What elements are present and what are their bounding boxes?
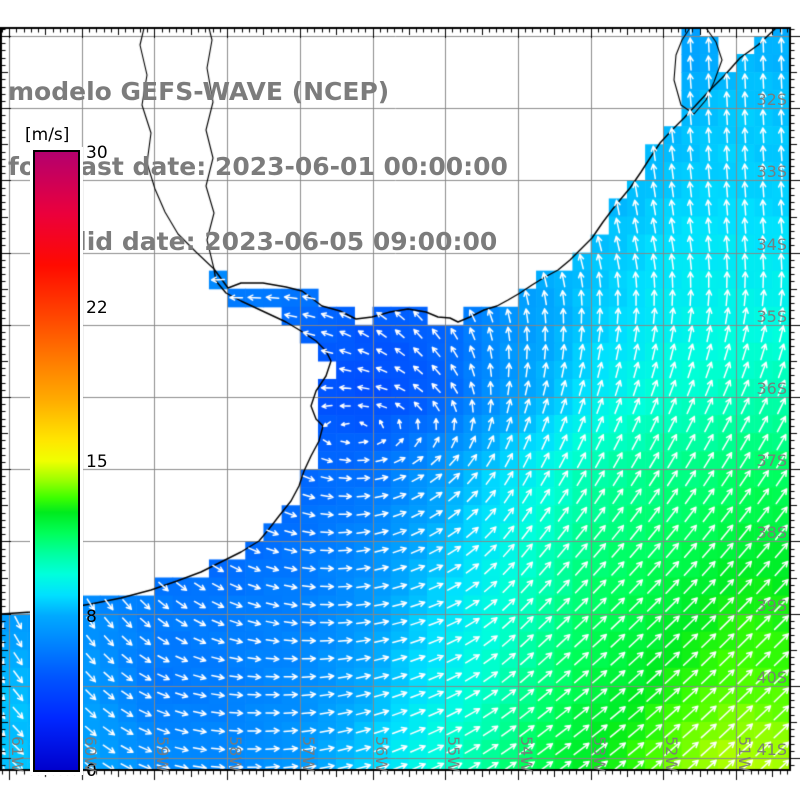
lon-label-52W: 52W — [662, 736, 682, 773]
lat-label-36S: 36S — [756, 379, 787, 398]
lon-label-54W: 54W — [516, 736, 536, 773]
colorbar-tick-8: 8 — [86, 606, 97, 627]
lat-label-37S: 37S — [756, 451, 787, 471]
lat-label-41S: 41S — [756, 740, 787, 759]
lon-label-61W: 61W — [8, 736, 27, 773]
colorbar-tick-30: 30 — [86, 143, 108, 163]
colorbar-gradient — [33, 150, 80, 772]
lon-label-57W: 57W — [298, 736, 318, 773]
colorbar-tick-15: 15 — [86, 452, 108, 472]
lon-label-51W: 51W — [735, 736, 754, 773]
lat-label-39S: 39S — [756, 595, 787, 615]
colorbar-tick-22: 22 — [86, 297, 108, 318]
lon-label-55W: 55W — [444, 736, 464, 773]
lon-label-56W: 56W — [371, 736, 391, 773]
lat-label-35S: 35S — [756, 306, 787, 326]
colorbar-tick-0: 0 — [86, 761, 97, 781]
lon-label-58W: 58W — [226, 736, 246, 773]
lat-label-40S: 40S — [756, 667, 787, 687]
colorbar-unit-label: [m/s] — [25, 125, 70, 145]
lon-label-53W: 53W — [589, 736, 609, 773]
lat-label-38S: 38S — [756, 523, 787, 543]
lat-label-33S: 33S — [756, 162, 787, 182]
lat-label-34S: 34S — [756, 234, 787, 254]
lon-label-60W: 60W — [80, 736, 100, 773]
lon-label-59W: 59W — [153, 736, 173, 773]
lat-label-32S: 32S — [756, 90, 787, 110]
